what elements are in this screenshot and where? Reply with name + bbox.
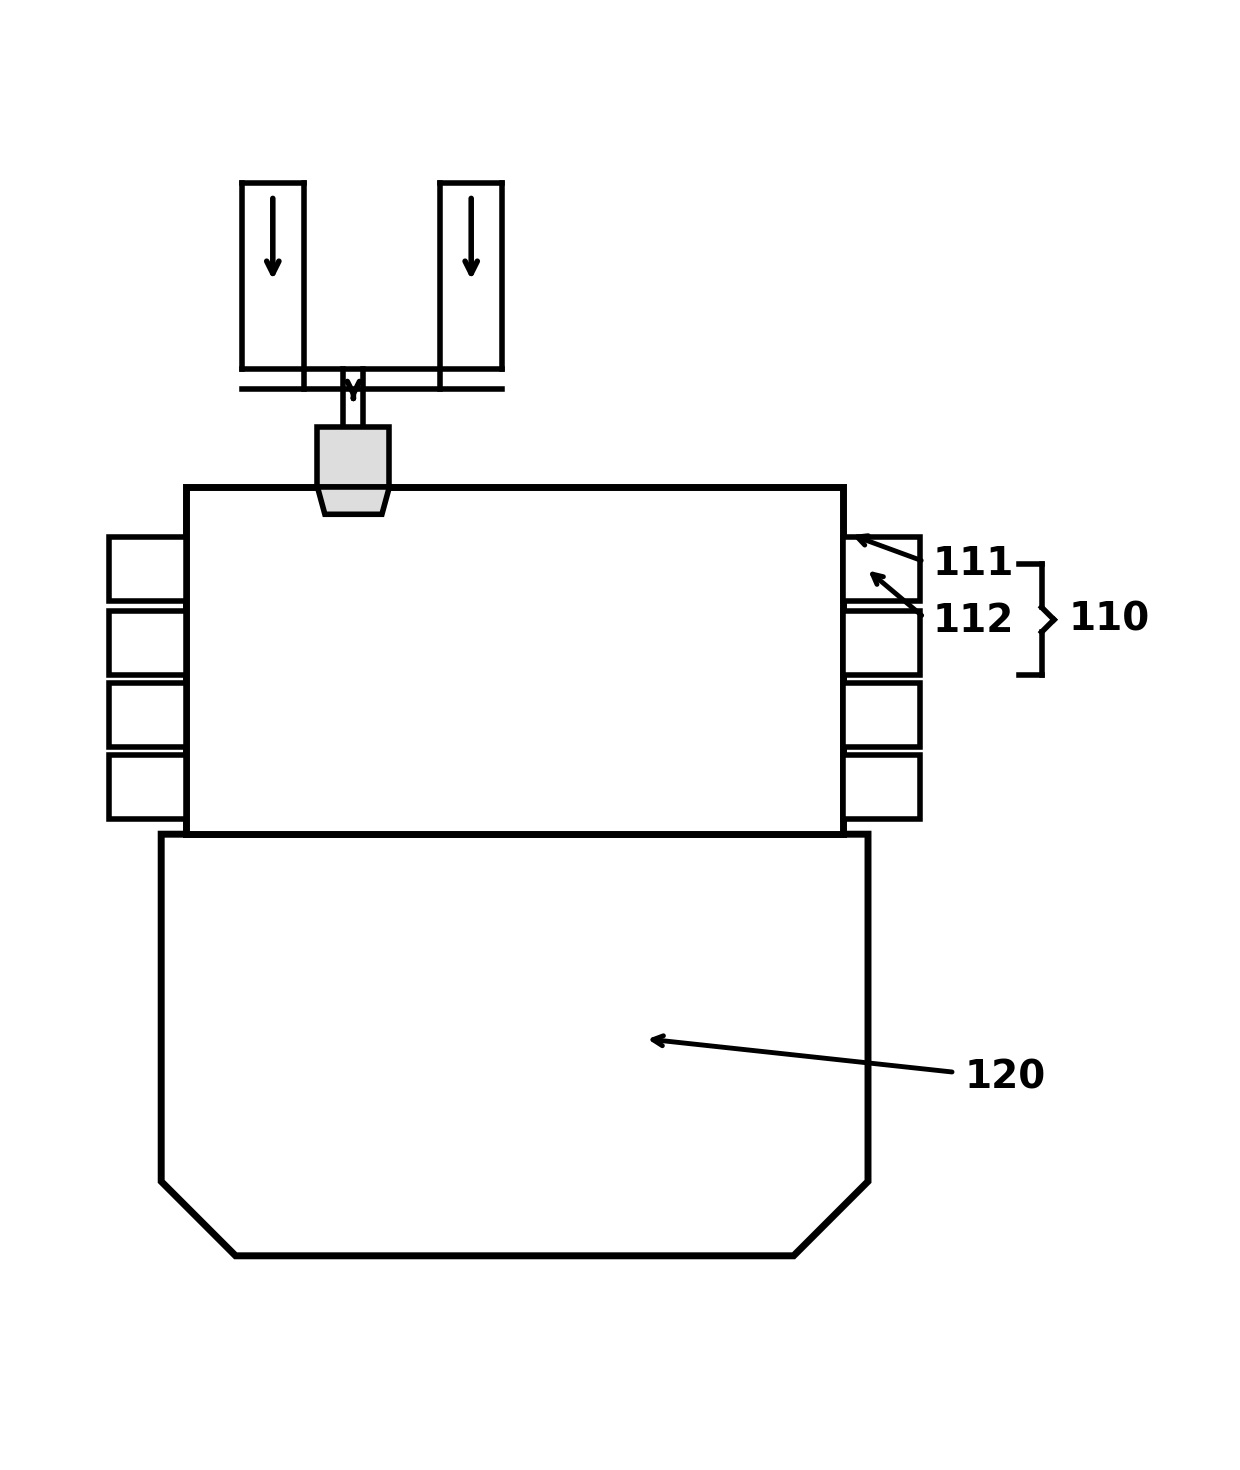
Text: 110: 110	[1069, 601, 1151, 638]
Bar	[109, 537, 186, 601]
Text: 120: 120	[965, 1058, 1047, 1097]
Bar	[317, 428, 389, 487]
Text: 112: 112	[932, 601, 1014, 639]
Bar	[109, 684, 186, 747]
Bar	[109, 754, 186, 819]
Text: 111: 111	[932, 545, 1014, 584]
Bar	[186, 487, 843, 833]
Bar	[843, 684, 920, 747]
Bar	[843, 754, 920, 819]
Bar	[843, 537, 920, 601]
Bar	[109, 612, 186, 676]
Bar	[843, 612, 920, 676]
Polygon shape	[317, 487, 389, 514]
Polygon shape	[161, 833, 868, 1255]
